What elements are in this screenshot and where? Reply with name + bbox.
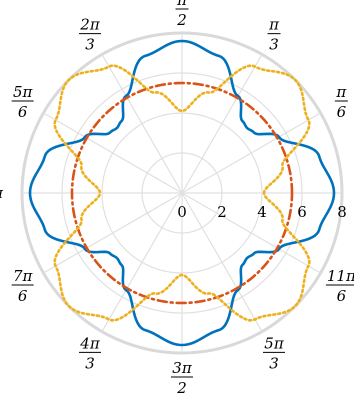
series-1-line — [28, 39, 336, 347]
r-tick-label-2: 2 — [217, 203, 227, 221]
grid-spoke-4 — [101, 54, 183, 194]
theta-tick-denominator: 3 — [85, 36, 95, 54]
series-layer — [28, 39, 336, 347]
theta-tick-numerator: 2π — [79, 16, 101, 34]
theta-tick-label-3: π2 — [175, 0, 189, 29]
theta-tick-numerator: π — [176, 0, 188, 9]
r-tick-label-4: 4 — [257, 203, 267, 221]
theta-tick-numerator: π — [268, 16, 280, 34]
theta-tick-numerator: 7π — [13, 267, 34, 285]
theta-tick-label-2: π3 — [267, 16, 281, 54]
theta-tick-denominator: 6 — [337, 287, 347, 305]
grid-spoke-1 — [181, 112, 321, 194]
theta-tick-denominator: 6 — [18, 287, 28, 305]
grid-spoke-8 — [101, 192, 183, 332]
theta-tick-label-10: 5π3 — [263, 334, 285, 372]
grid-spoke-2 — [181, 54, 263, 194]
theta-tick-numerator: π — [335, 83, 347, 101]
theta-tick-denominator: 2 — [176, 379, 187, 397]
theta-tick-label-1: π6 — [334, 83, 348, 121]
series-3-line — [53, 64, 311, 322]
grid-spoke-5 — [43, 112, 183, 194]
theta-tick-numerator: 5π — [264, 334, 285, 352]
theta-tick-denominator: 3 — [85, 354, 95, 372]
grid-spoke-10 — [181, 192, 263, 332]
theta-tick-label-5: 5π6 — [11, 83, 34, 121]
theta-tick-label-7: 7π6 — [11, 267, 34, 305]
r-tick-label-6: 6 — [297, 203, 307, 221]
series-2-line — [70, 81, 294, 305]
theta-tick-numerator: 5π — [13, 83, 34, 101]
theta-tick-denominator: 6 — [18, 103, 28, 121]
theta-tick-denominator: 6 — [337, 103, 347, 121]
theta-tick-numerator: 3π — [172, 359, 193, 377]
theta-tick-denominator: 3 — [269, 354, 279, 372]
grid-spoke-7 — [43, 192, 183, 274]
theta-tick-denominator: 2 — [176, 11, 187, 29]
theta-tick-label-4: 2π3 — [79, 16, 101, 54]
theta-tick-denominator: 3 — [269, 36, 279, 54]
theta-tick-numerator: 11π — [327, 267, 354, 285]
grid-spoke-11 — [181, 192, 321, 274]
theta-tick-label-8: 4π3 — [79, 334, 101, 372]
theta-tick-numerator: 4π — [79, 334, 101, 352]
polar-grid — [20, 31, 344, 355]
theta-tick-label-9: 3π2 — [171, 359, 193, 397]
theta-tick-label-6: π — [0, 184, 4, 202]
r-tick-label-0: 0 — [177, 203, 187, 221]
r-tick-label-8: 8 — [337, 203, 347, 221]
theta-tick-text: π — [0, 184, 4, 202]
